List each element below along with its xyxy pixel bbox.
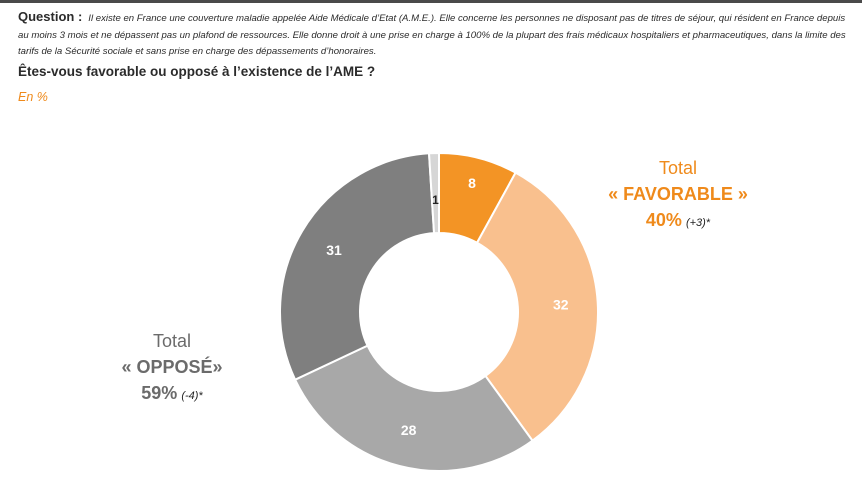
- unit-label: En %: [18, 90, 48, 104]
- donut-slice-4: [427, 151, 440, 235]
- donut-slice-2: [293, 344, 534, 472]
- donut-label-2: 28: [401, 422, 417, 438]
- question-label: Question :: [18, 9, 83, 24]
- total-favorable-delta: (+3)*: [685, 217, 711, 229]
- total-favorable: Total « FAVORABLE » 40% (+3)*: [598, 155, 758, 236]
- donut-label-3: 31: [326, 242, 342, 258]
- donut-label-0: 8: [468, 175, 476, 191]
- total-favorable-pct: 40%: [645, 210, 682, 230]
- total-favorable-label: « FAVORABLE »: [608, 184, 748, 204]
- total-oppose-pct: 59%: [141, 383, 178, 403]
- total-oppose-label: « OPPOSÉ»: [121, 357, 223, 377]
- question-block: Question : Il existe en France une couver…: [18, 9, 858, 61]
- total-oppose: Total « OPPOSÉ» 59% (-4)*: [92, 328, 252, 409]
- donut-slice-1: [475, 171, 599, 443]
- donut-label-4: 1: [432, 193, 439, 207]
- donut-slice-3: [279, 152, 436, 382]
- total-oppose-title: Total: [152, 331, 192, 351]
- question-text: Il existe en France une couverture malad…: [18, 13, 846, 57]
- total-favorable-title: Total: [658, 158, 698, 178]
- donut-label-1: 32: [553, 296, 569, 312]
- total-oppose-delta: (-4)*: [181, 390, 203, 402]
- top-border: [0, 0, 862, 3]
- chart-headline: Êtes-vous favorable ou opposé à l’existe…: [18, 64, 376, 79]
